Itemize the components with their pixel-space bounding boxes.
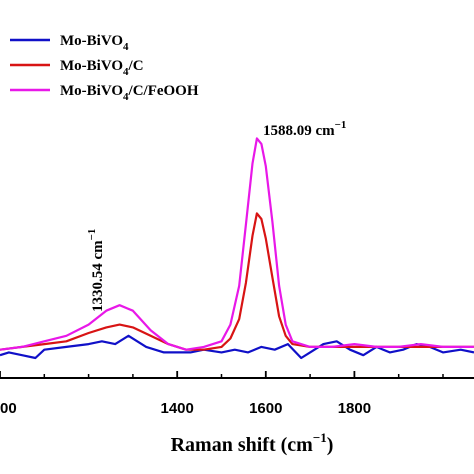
x-tick-label: 1000	[0, 400, 17, 417]
series-line-2	[0, 212, 474, 351]
series-line-1	[0, 334, 474, 360]
plot-area	[0, 137, 474, 360]
axes: 1000 1400 1600 1800	[0, 371, 474, 417]
legend-label: Mo-BiVO4	[60, 33, 129, 53]
peak-label-a1588: 1588.09 cm−1	[263, 119, 346, 139]
legend-item-2: Mo-BiVO4/C	[10, 58, 144, 78]
annotations: 1588.09 cm−1 1330.54 cm−1	[86, 119, 346, 312]
legend-item-1: Mo-BiVO4	[10, 33, 129, 53]
legend-label: Mo-BiVO4/C	[60, 58, 144, 78]
x-tick-label: 1600	[249, 400, 282, 417]
legend: Mo-BiVO4 Mo-BiVO4/C Mo-BiVO4/C/FeOOH	[10, 33, 199, 103]
x-tick-label: 1800	[338, 400, 371, 417]
series-line-3	[0, 137, 474, 351]
legend-label: Mo-BiVO4/C/FeOOH	[60, 83, 199, 103]
legend-item-3: Mo-BiVO4/C/FeOOH	[10, 83, 199, 103]
peak-label-a1330: 1330.54 cm−1	[86, 229, 106, 312]
x-tick-label: 1400	[161, 400, 194, 417]
x-axis-title: Raman shift (cm−1)	[171, 430, 334, 456]
